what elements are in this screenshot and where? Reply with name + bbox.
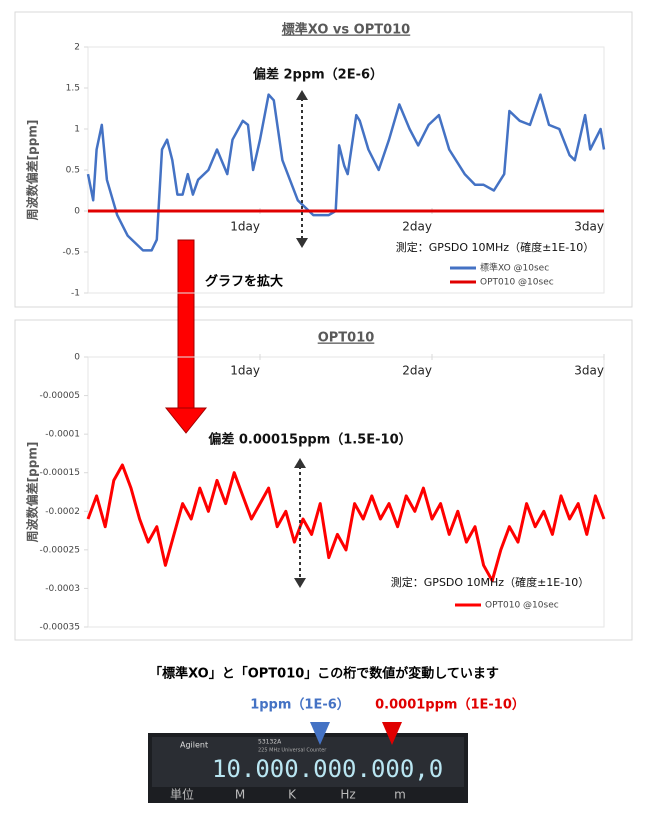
legend-label: OPT010 @10sec [485,601,559,611]
marker-label: 0.0001ppm（1E-10） [375,697,525,713]
y-tick-label: 0 [74,353,80,363]
y-tick-label: -0.00025 [40,545,80,555]
series-line [86,93,606,252]
marker-label: 1ppm（1E-6） [250,697,350,713]
marker-triangle [382,722,402,745]
device-brand: Agilent [180,741,208,750]
chart-title: OPT010 [318,331,375,346]
annotation: 測定：GPSDO 10MHz（確度±1E-10） [396,240,594,254]
x-tick-label: 3day [574,364,604,378]
range-arrow-head [296,238,308,248]
y-axis-label: 周波数偏差[ppm] [25,120,40,221]
y-tick-label: 2 [74,43,80,53]
annotation: 偏差 0.00015ppm（1.5E-10） [208,432,411,448]
range-arrow-head [294,458,306,468]
y-tick-label: -1 [71,289,80,299]
chart-frame [14,11,633,308]
device-unit: Hz [340,788,355,802]
annotation: 偏差 2ppm（2E-6） [253,67,383,83]
device-unit: m [394,788,406,802]
series-line [86,463,606,583]
device-subtitle: 225 MHz Universal Counter [258,748,327,754]
marker-triangle [310,722,330,745]
y-tick-label: -0.0002 [45,507,80,517]
device-model: 53132A [258,739,282,746]
y-tick-label: 0 [74,207,80,217]
chart-frame [14,319,633,641]
y-tick-label: 1 [74,125,80,135]
x-tick-label: 2day [402,220,432,234]
y-tick-label: -0.0003 [45,584,80,594]
x-tick-label: 1day [230,364,260,378]
zoom-arrow [177,239,195,411]
zoom-arrow-head [164,407,208,434]
legend-label: 標準XO @10sec [480,262,549,274]
y-tick-label: -0.00015 [40,468,80,478]
x-tick-label: 2day [402,364,432,378]
device-display: 10.000.000.000,0 [212,755,443,783]
x-tick-label: 1day [230,220,260,234]
y-tick-label: 0.5 [66,166,80,176]
device-panel [152,737,464,787]
plot-area [87,356,605,628]
y-tick-label: -0.00035 [40,623,80,633]
caption: 「標準XO」と「OPT010」この桁で数値が変動しています [149,666,499,682]
device-unit: M [235,788,245,802]
annotation: 測定：GPSDO 10MHz（確度±1E-10） [391,575,589,589]
y-tick-label: 1.5 [66,84,80,94]
x-tick-label: 3day [574,220,604,234]
legend-label: OPT010 @10sec [480,278,554,288]
device-unit: 単位 [170,787,194,802]
range-arrow-head [294,578,306,588]
y-tick-label: -0.00005 [40,391,80,401]
chart-title: 標準XO vs OPT010 [282,22,410,38]
device-unit: K [288,788,297,802]
zoom-label: グラフを拡大 [205,274,283,290]
range-arrow-head [296,90,308,100]
y-axis-label: 周波数偏差[ppm] [25,442,40,543]
y-tick-label: -0.0001 [45,430,80,440]
y-tick-label: -0.5 [62,248,80,258]
